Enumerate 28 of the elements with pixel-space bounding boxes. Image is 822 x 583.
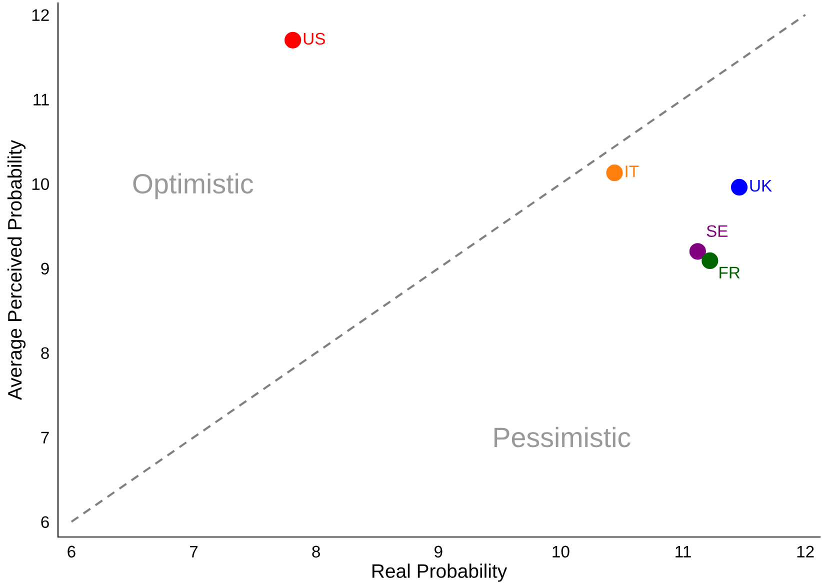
x-tick-label: 10: [552, 546, 570, 558]
point: [284, 32, 302, 48]
point: [689, 243, 706, 260]
x-tick-label: 7: [190, 546, 198, 558]
point: [606, 164, 623, 182]
series-label: US: [304, 32, 325, 45]
y-tick-label: 6: [41, 516, 49, 528]
series-label: IT: [626, 166, 639, 178]
annotation: Optimistic: [133, 173, 254, 200]
y-tick-label: 12: [32, 9, 49, 21]
series-label: UK: [750, 180, 772, 192]
x-tick-label: 8: [312, 546, 320, 558]
series-label: SE: [706, 225, 728, 238]
y-tick-label: 7: [41, 432, 49, 444]
point: [730, 178, 748, 196]
point: [702, 252, 718, 270]
y-tick-label: 10: [32, 178, 50, 190]
y-tick-label: 8: [41, 347, 49, 360]
x-tick-label: 9: [434, 546, 442, 558]
y-tick-label: 9: [41, 262, 49, 275]
x-tick-label: 6: [68, 546, 76, 558]
y-axis-title: Average Perceived Probability: [7, 140, 26, 400]
x-axis-title: Real Probability: [372, 564, 508, 582]
series-label: FR: [720, 266, 740, 278]
annotation: Pessimistic: [494, 426, 630, 448]
x-tick-label: 12: [797, 546, 814, 558]
x-tick-label: 11: [676, 546, 691, 558]
y-tick-label: 11: [34, 94, 49, 106]
